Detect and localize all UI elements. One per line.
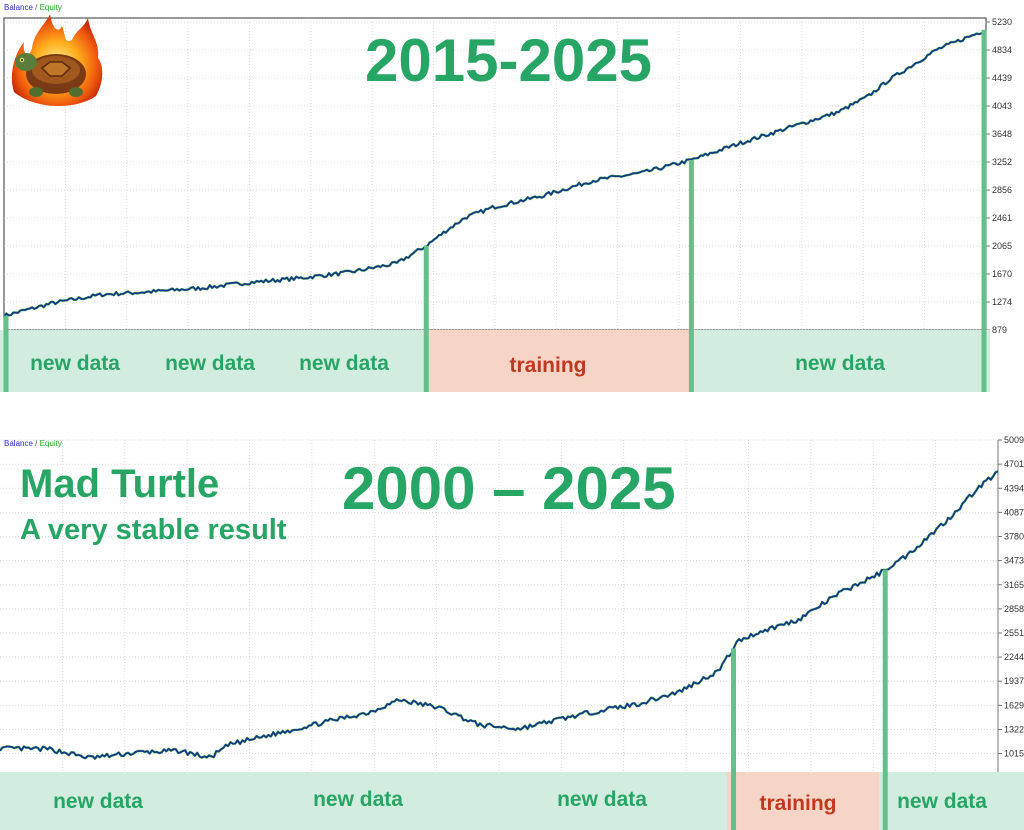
y-tick-label: 3780: [1004, 531, 1024, 541]
legend-equity: Equity: [39, 439, 62, 448]
y-tick-label: 1015: [1004, 749, 1024, 759]
chart-legend: Balance / Equity: [4, 3, 62, 12]
y-tick-label: 1322: [1004, 724, 1024, 734]
y-tick-label: 5009: [1004, 436, 1024, 445]
equity-chart-2000-2025: 5009 4701 4394 4087 3780 3473 3165 2858 2551 2244…: [0, 436, 1024, 830]
training-label: training: [760, 792, 837, 815]
equity-chart-2015-2025: 5230 4834 4439 4043 3648 3252 2856 2461 2065 1670…: [0, 17, 1012, 392]
new-data-band: [0, 330, 426, 392]
balance-line: [3, 29, 987, 319]
new-data-band: [879, 772, 1024, 830]
y-tick-label: 2551: [1004, 628, 1024, 638]
y-tick-label: 879: [992, 325, 1007, 335]
new-data-label: new data: [897, 790, 987, 813]
legend-equity: Equity: [39, 3, 62, 12]
new-data-label: new data: [299, 352, 389, 375]
legend-balance: Balance: [4, 3, 33, 12]
y-tick-label: 2244: [1004, 652, 1024, 662]
new-data-label: new data: [53, 790, 143, 813]
strategy-name: Mad Turtle: [20, 462, 220, 506]
y-tick-label: 3648: [992, 129, 1012, 139]
new-data-label: new data: [165, 352, 255, 375]
new-data-label: new data: [795, 352, 885, 375]
y-tick-label: 3252: [992, 157, 1012, 167]
new-data-label: new data: [313, 788, 403, 811]
chart-panel-2015-2025: 5230 4834 4439 4043 3648 3252 2856 2461 2065 1670…: [0, 0, 1024, 392]
y-tick-label: 5230: [992, 17, 1012, 27]
chart-panel-2000-2025: 5009 4701 4394 4087 3780 3473 3165 2858 2551 2244…: [0, 436, 1024, 830]
y-tick-label: 4043: [992, 101, 1012, 111]
training-band: [426, 330, 692, 392]
y-tick-label: 3473: [1004, 556, 1024, 566]
legend-separator: /: [32, 439, 40, 448]
flaming-turtle-icon: [11, 14, 103, 107]
y-tick-label: 4394: [1004, 483, 1024, 493]
training-band: [727, 772, 879, 830]
strategy-tagline: A very stable result: [20, 514, 287, 546]
y-tick-label: 2065: [992, 241, 1012, 251]
new-data-band: [0, 772, 727, 830]
training-label: training: [510, 354, 587, 377]
new-data-label: new data: [557, 788, 647, 811]
y-tick-label: 4439: [992, 73, 1012, 83]
y-tick-label: 2858: [1004, 604, 1024, 614]
y-tick-label: 2856: [992, 185, 1012, 195]
new-data-label: new data: [30, 352, 120, 375]
y-tick-label: 4701: [1004, 459, 1024, 469]
y-tick-label: 1629: [1004, 700, 1024, 710]
y-tick-label: 3165: [1004, 580, 1024, 590]
legend-separator: /: [32, 3, 40, 12]
y-tick-label: 1937: [1004, 676, 1024, 686]
y-tick-label: 4834: [992, 45, 1012, 55]
chart-title: 2000 – 2025: [342, 455, 676, 522]
chart-legend: Balance / Equity: [4, 439, 62, 448]
new-data-band: [692, 330, 990, 392]
balance-line: [0, 470, 999, 760]
y-tick-label: 1274: [992, 297, 1012, 307]
y-tick-label: 1670: [992, 269, 1012, 279]
legend-balance: Balance: [4, 439, 33, 448]
y-tick-label: 4087: [1004, 507, 1024, 517]
y-tick-label: 2461: [992, 213, 1012, 223]
chart-title: 2015-2025: [365, 27, 652, 94]
